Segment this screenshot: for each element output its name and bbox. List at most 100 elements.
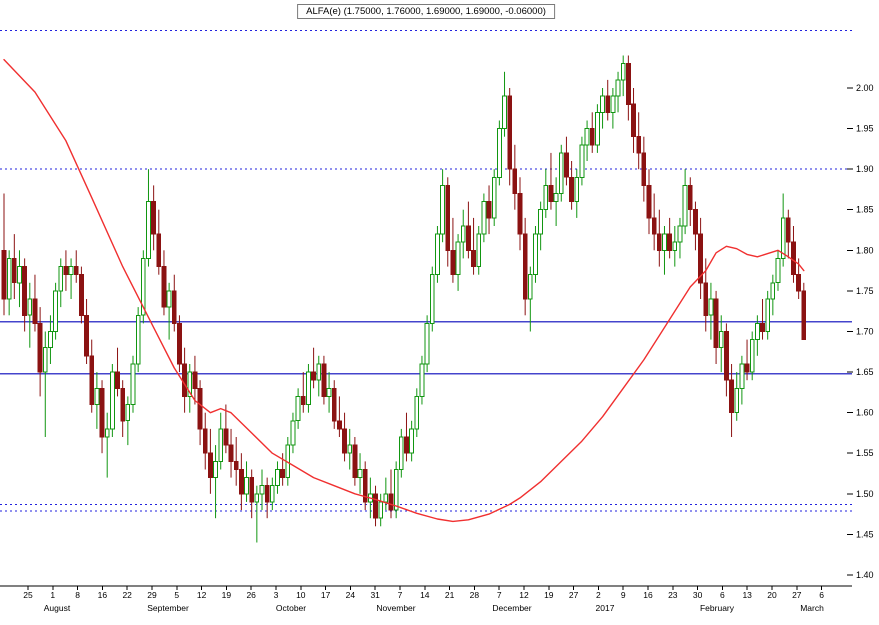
- candle: [553, 193, 559, 203]
- candle: [306, 371, 311, 406]
- candle: [791, 241, 796, 276]
- candle: [440, 184, 446, 235]
- x-axis[interactable]: 25 1 8 16 22 29 5 12 19 26 3 10 17 24 31 7 14 21 28 7 12 19 27…: [23, 586, 824, 600]
- candle: [698, 233, 704, 284]
- candle: [135, 314, 141, 365]
- candle: [522, 233, 528, 300]
- x-axis-label: 21: [445, 590, 455, 600]
- candle: [564, 152, 569, 178]
- candle: [693, 209, 698, 235]
- candle: [533, 233, 538, 276]
- candle: [264, 485, 270, 503]
- candle: [218, 428, 224, 462]
- candle: [739, 363, 745, 389]
- moving-average-line[interactable]: [3, 58, 805, 523]
- candle: [316, 363, 322, 381]
- candle: [610, 95, 616, 113]
- candle: [249, 477, 255, 503]
- candle: [491, 176, 497, 219]
- candle: [662, 233, 667, 251]
- candle: [1, 249, 7, 300]
- candle: [497, 128, 502, 178]
- candle: [120, 387, 126, 422]
- candle: [734, 387, 740, 414]
- candle: [104, 428, 110, 438]
- x-axis-label: 27: [569, 590, 579, 600]
- candle: [744, 363, 750, 373]
- x-axis-label: 31: [370, 590, 380, 600]
- y-axis-label: 2.00: [856, 83, 874, 93]
- x-axis-label: 19: [544, 590, 554, 600]
- candle: [419, 363, 425, 397]
- candle: [79, 274, 84, 316]
- x-axis-label: 30: [693, 590, 703, 600]
- candle: [471, 249, 477, 268]
- candle: [785, 217, 791, 243]
- x-axis-label: 29: [147, 590, 157, 600]
- candle: [223, 428, 229, 446]
- candle: [466, 225, 471, 251]
- candle: [801, 290, 807, 341]
- x-axis-label: 27: [792, 590, 802, 600]
- candle: [398, 436, 404, 470]
- candle: [171, 290, 177, 324]
- y-axis-label: 1.55: [856, 448, 874, 458]
- x-axis-label: 24: [346, 590, 356, 600]
- candle: [517, 193, 523, 235]
- candle: [259, 485, 265, 495]
- candle: [362, 469, 368, 503]
- y-axis-label: 1.75: [856, 286, 874, 296]
- candle: [558, 152, 564, 194]
- candle: [295, 395, 301, 422]
- x-axis-label: 1: [50, 590, 55, 600]
- candle: [718, 331, 724, 349]
- candle: [414, 395, 420, 430]
- candle: [631, 103, 636, 138]
- candle: [760, 322, 765, 332]
- candle: [620, 63, 626, 81]
- month-label: August: [44, 603, 71, 613]
- candle: [130, 363, 136, 406]
- candle: [507, 95, 513, 170]
- candle: [615, 79, 621, 97]
- candle: [27, 298, 33, 316]
- candle: [605, 95, 611, 113]
- candle: [641, 152, 647, 186]
- candle: [17, 266, 22, 284]
- candle: [151, 201, 156, 235]
- x-axis-label: 25: [23, 590, 33, 600]
- candle: [280, 469, 286, 479]
- candle: [156, 233, 162, 268]
- candle: [409, 428, 415, 454]
- candle: [208, 452, 213, 479]
- x-axis-label: 12: [519, 590, 529, 600]
- candle: [626, 63, 631, 105]
- candle: [378, 501, 384, 519]
- x-axis-label: 5: [174, 590, 179, 600]
- candle: [161, 266, 167, 308]
- candle: [233, 460, 239, 470]
- x-axis-label: 12: [197, 590, 207, 600]
- candle: [300, 395, 306, 405]
- candle: [574, 176, 580, 203]
- month-label: February: [700, 603, 735, 613]
- x-axis-label: 9: [621, 590, 626, 600]
- y-axis-label: 1.50: [856, 489, 874, 499]
- candle: [337, 420, 342, 430]
- candle: [672, 241, 678, 251]
- candle: [579, 144, 585, 178]
- candle: [331, 387, 337, 422]
- candle: [729, 379, 735, 414]
- candle: [569, 176, 575, 203]
- candle: [538, 209, 544, 235]
- candle: [192, 371, 198, 389]
- x-axis-label: 7: [398, 590, 403, 600]
- y-axis[interactable]: 2.00 1.95 1.90 1.85 1.80 1.75 1.70 1.65 1.60 1.55…: [847, 83, 874, 580]
- candle: [326, 387, 332, 397]
- candle: [667, 233, 673, 251]
- candle: [84, 314, 89, 357]
- candle: [713, 298, 719, 349]
- candle: [311, 371, 317, 381]
- candle: [140, 257, 146, 316]
